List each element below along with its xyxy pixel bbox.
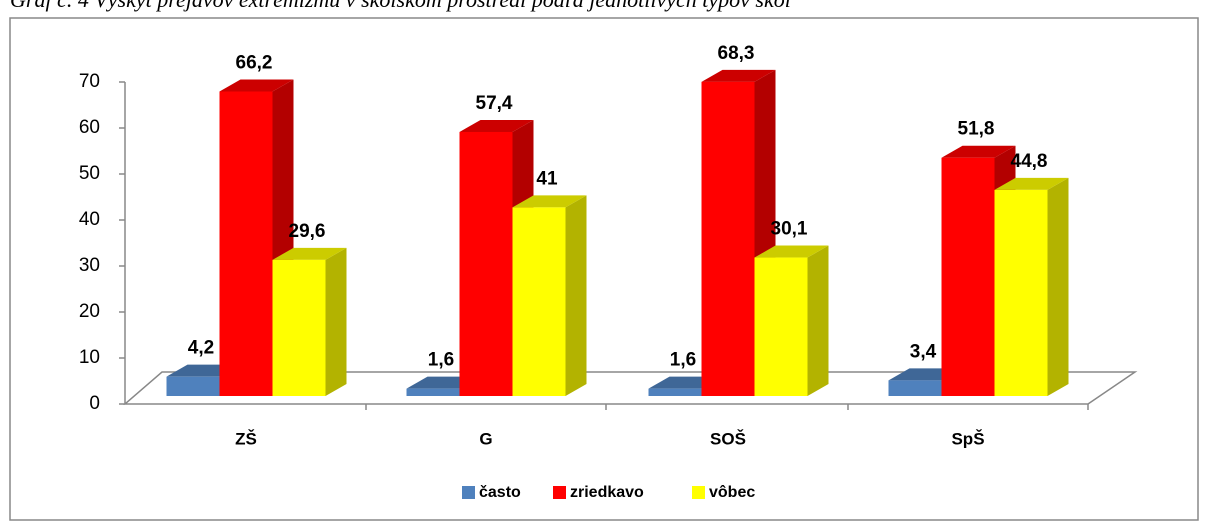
bar-top xyxy=(272,247,347,260)
legend-label: často xyxy=(479,484,521,501)
data-label: 68,3 xyxy=(718,43,755,64)
bar-face xyxy=(512,207,566,396)
bar-side xyxy=(565,195,587,396)
bar-face xyxy=(754,257,808,396)
bar-face xyxy=(648,388,702,396)
data-label: 44,8 xyxy=(1011,151,1048,172)
y-tick-label: 70 xyxy=(79,71,100,92)
data-label: 51,8 xyxy=(958,119,995,140)
y-tick-label: 0 xyxy=(89,393,100,414)
chart-title: Graf č. 4 Výskyt prejavov extrémizmu v š… xyxy=(10,0,791,12)
bar-face xyxy=(166,376,220,396)
bar-face xyxy=(701,81,755,396)
legend-swatch xyxy=(553,486,566,499)
data-label: 57,4 xyxy=(476,93,513,114)
bar xyxy=(994,177,1069,396)
bar-face xyxy=(941,157,995,396)
data-label: 30,1 xyxy=(771,219,808,240)
data-label: 41 xyxy=(536,168,558,189)
bar-face xyxy=(994,189,1048,396)
bar-top xyxy=(941,145,1016,158)
x-tick-label: ZŠ xyxy=(235,429,257,448)
bar-face xyxy=(406,388,460,396)
legend-label: zriedkavo xyxy=(570,484,644,501)
bar-top xyxy=(219,79,294,92)
data-label: 3,4 xyxy=(910,341,937,362)
y-tick-label: 60 xyxy=(79,117,100,138)
bar xyxy=(512,195,587,396)
bar-face xyxy=(459,131,513,396)
y-tick-label: 40 xyxy=(79,209,100,230)
y-tick-label: 20 xyxy=(79,301,100,322)
legend-label: vôbec xyxy=(709,484,755,501)
bar-face xyxy=(272,259,326,396)
bar-top xyxy=(512,195,587,208)
bar-top xyxy=(754,245,829,258)
data-label: 4,2 xyxy=(188,338,214,359)
floor xyxy=(122,371,1138,405)
x-tick-label: SOŠ xyxy=(710,429,746,448)
data-label: 29,6 xyxy=(289,221,326,242)
data-label: 1,6 xyxy=(428,350,454,371)
bar-face xyxy=(219,91,273,396)
data-label: 1,6 xyxy=(670,350,696,371)
bar-top xyxy=(459,119,534,132)
bar xyxy=(754,245,829,396)
bar-top xyxy=(701,69,776,82)
bar-face xyxy=(888,380,942,396)
x-tick-label: SpŠ xyxy=(951,429,984,448)
bar-side xyxy=(807,245,829,396)
bar-side xyxy=(325,247,347,396)
y-tick-label: 50 xyxy=(79,163,100,184)
y-tick-label: 10 xyxy=(79,347,100,368)
bar-top xyxy=(994,177,1069,190)
legend-swatch xyxy=(692,486,705,499)
bar-side xyxy=(1047,177,1069,396)
data-label: 66,2 xyxy=(236,52,273,73)
bar xyxy=(272,247,347,396)
y-tick-label: 30 xyxy=(79,255,100,276)
legend-swatch xyxy=(462,486,475,499)
x-tick-label: G xyxy=(479,429,492,448)
